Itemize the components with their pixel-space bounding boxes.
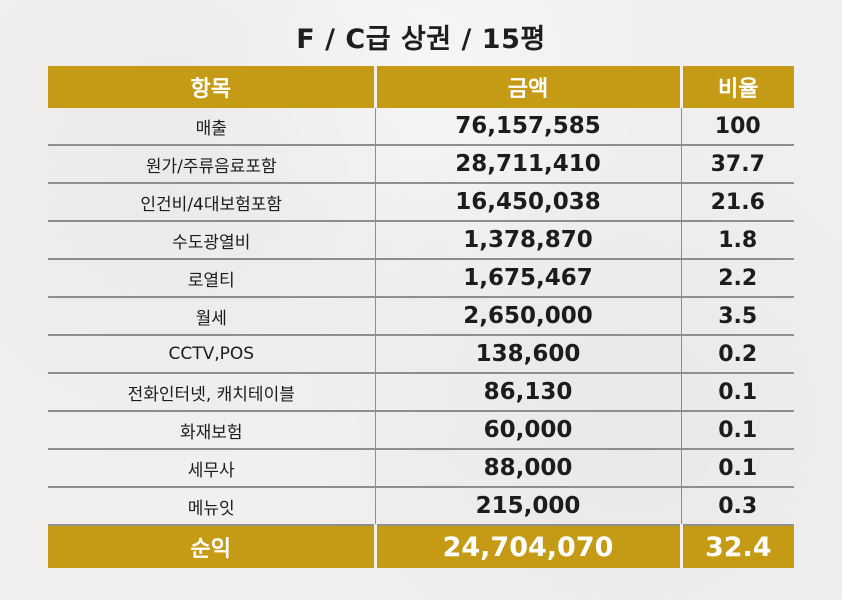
row-ratio: 21.6 (680, 183, 794, 222)
table-header: 항목 금액 비율 (48, 66, 794, 108)
total-amount: 24,704,070 (373, 525, 681, 568)
header-row: 항목 금액 비율 (48, 66, 794, 108)
row-ratio: 2.2 (680, 259, 794, 298)
row-item-label: 메뉴잇 (48, 487, 375, 526)
total-label: 순익 (48, 525, 375, 568)
total-ratio: 32.4 (679, 525, 794, 568)
header-amount: 금액 (373, 66, 681, 108)
row-ratio: 0.1 (680, 411, 794, 450)
row-item-label: CCTV,POS (48, 335, 375, 374)
row-amount: 16,450,038 (374, 183, 681, 222)
row-ratio: 0.3 (680, 487, 794, 526)
table-body: 매출 76,157,585 100 원가/주류음료포함 28,711,410 37.7 인건… (48, 108, 794, 526)
table-row: 원가/주류음료포함 28,711,410 37.7 (48, 145, 794, 184)
table-row: 월세 2,650,000 3.5 (48, 297, 794, 336)
row-amount: 76,157,585 (374, 108, 681, 146)
page-title: F / C급 상권 / 15평 (296, 24, 546, 55)
table-row: 화재보험 60,000 0.1 (48, 411, 794, 450)
row-item-label: 월세 (48, 297, 375, 336)
row-ratio: 0.2 (680, 335, 794, 374)
table-row: 세무사 88,000 0.1 (48, 449, 794, 488)
table-footer: 순익 24,704,070 32.4 (48, 525, 794, 568)
profit-table: 항목 금액 비율 매출 76,157,585 100 원가/주류음료포함 28,711,… (48, 66, 794, 568)
row-item-label: 원가/주류음료포함 (48, 145, 375, 184)
row-ratio: 0.1 (680, 373, 794, 412)
row-amount: 138,600 (374, 335, 681, 374)
row-amount: 28,711,410 (374, 145, 681, 184)
table-row: 매출 76,157,585 100 (48, 108, 794, 146)
row-item-label: 매출 (48, 108, 375, 146)
row-amount: 2,650,000 (374, 297, 681, 336)
row-amount: 88,000 (374, 449, 681, 488)
table-row: 수도광열비 1,378,870 1.8 (48, 221, 794, 260)
table-row: CCTV,POS 138,600 0.2 (48, 335, 794, 374)
row-ratio: 1.8 (680, 221, 794, 260)
table-row: 전화인터넷, 캐치테이블 86,130 0.1 (48, 373, 794, 412)
header-ratio: 비율 (679, 66, 794, 108)
row-amount: 1,675,467 (374, 259, 681, 298)
table-row: 로열티 1,675,467 2.2 (48, 259, 794, 298)
table-row: 메뉴잇 215,000 0.3 (48, 487, 794, 526)
row-amount: 60,000 (374, 411, 681, 450)
row-ratio: 0.1 (680, 449, 794, 488)
header-item: 항목 (48, 66, 375, 108)
row-amount: 215,000 (374, 487, 681, 526)
row-item-label: 화재보험 (48, 411, 375, 450)
row-item-label: 수도광열비 (48, 221, 375, 260)
total-row: 순익 24,704,070 32.4 (48, 525, 794, 568)
row-ratio: 100 (680, 108, 794, 146)
row-item-label: 인건비/4대보험포함 (48, 183, 375, 222)
row-amount: 86,130 (374, 373, 681, 412)
row-item-label: 로열티 (48, 259, 375, 298)
row-item-label: 세무사 (48, 449, 375, 488)
row-ratio: 3.5 (680, 297, 794, 336)
table-row: 인건비/4대보험포함 16,450,038 21.6 (48, 183, 794, 222)
row-ratio: 37.7 (680, 145, 794, 184)
row-amount: 1,378,870 (374, 221, 681, 260)
row-item-label: 전화인터넷, 캐치테이블 (48, 373, 375, 412)
